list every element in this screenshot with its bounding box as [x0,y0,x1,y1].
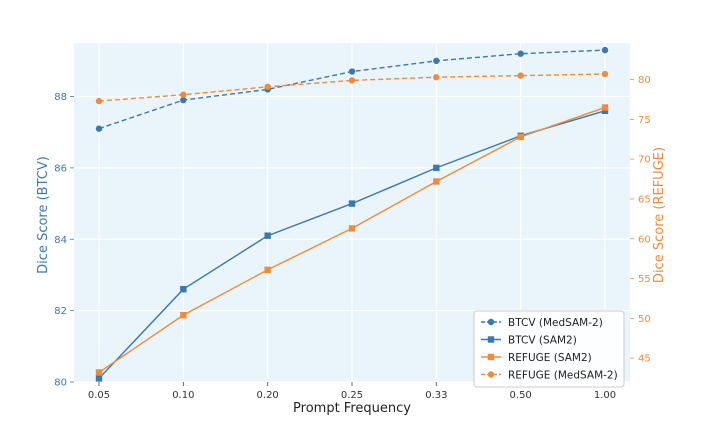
legend-item: BTCV (MedSAM-2) [481,317,603,329]
data-point [264,232,271,239]
y-right-tick-label: 45 [638,354,651,365]
series-3 [95,70,609,105]
data-point [264,266,271,273]
y-right-tick-label: 50 [638,314,651,325]
x-tick-label: 0.20 [257,390,279,401]
legend-item: REFUGE (SAM2) [481,352,592,364]
data-point [433,74,440,81]
legend-marker [487,336,495,343]
legend-marker [487,318,495,326]
y-left-tick-label: 82 [54,306,67,317]
data-point [517,72,524,79]
data-point [348,77,356,84]
data-point [601,107,609,114]
data-point [433,57,440,65]
legend: BTCV (MedSAM-2) BTCV (SAM2) REFUGE (SAM2) R… [473,310,625,388]
data-point [180,91,187,98]
y-axis-left-label: Dice Score (BTCV) [36,156,51,274]
x-tick-label: 0.33 [425,390,447,401]
y-left-tick-label: 84 [54,235,67,246]
data-point [95,125,103,132]
y-right-tick-label: 80 [638,75,651,86]
data-point [264,83,271,90]
data-point [601,46,609,54]
data-point [348,225,356,232]
legend-label: BTCV (SAM2) [508,334,577,346]
x-axis-label: Prompt Frequency [293,401,411,416]
legend-box [473,310,625,388]
y-left-tick-label: 86 [54,163,67,174]
y-right-tick-label: 60 [638,234,651,245]
legend-label: BTCV (MedSAM-2) [508,317,603,329]
data-point [348,68,356,75]
legend-label: REFUGE (MedSAM-2) [508,369,618,381]
legend-label: REFUGE (SAM2) [508,352,592,364]
data-point [433,164,440,172]
x-tick-label: 0.50 [510,390,532,401]
y-right-tick-label: 65 [638,194,651,205]
x-tick-label: 0.25 [341,390,363,401]
y-right-tick-label: 55 [638,274,651,285]
y-axis-left: 80 82 84 86 88 [54,92,74,389]
series-0 [95,46,609,132]
grid [74,43,630,383]
x-tick-label: 1.00 [594,390,616,401]
data-point [517,133,524,141]
legend-item: REFUGE (MedSAM-2) [481,369,618,381]
series-2 [95,104,609,376]
y-left-tick-label: 80 [54,378,67,389]
data-point [433,178,440,185]
x-tick-label: 0.10 [172,390,194,401]
legend-marker [487,371,495,378]
legend-item: BTCV (SAM2) [481,334,577,346]
data-point [180,311,187,319]
data-point [601,104,609,111]
data-point [348,200,356,207]
data-point [180,286,187,293]
y-axis-right: 45 50 55 60 65 70 75 80 [630,75,651,365]
y-right-tick-label: 75 [638,115,651,126]
x-tick-label: 0.05 [88,390,110,401]
data-point [95,375,103,382]
y-left-tick-label: 88 [54,92,67,103]
y-axis-right-label: Dice Score (REFUGE) [652,147,667,283]
data-point [95,369,103,376]
series-layer [95,46,609,382]
data-point [601,70,609,78]
data-point [180,96,187,104]
y-right-tick-label: 70 [638,155,651,166]
data-point [517,50,524,57]
legend-marker [487,353,495,361]
data-point [95,97,103,105]
